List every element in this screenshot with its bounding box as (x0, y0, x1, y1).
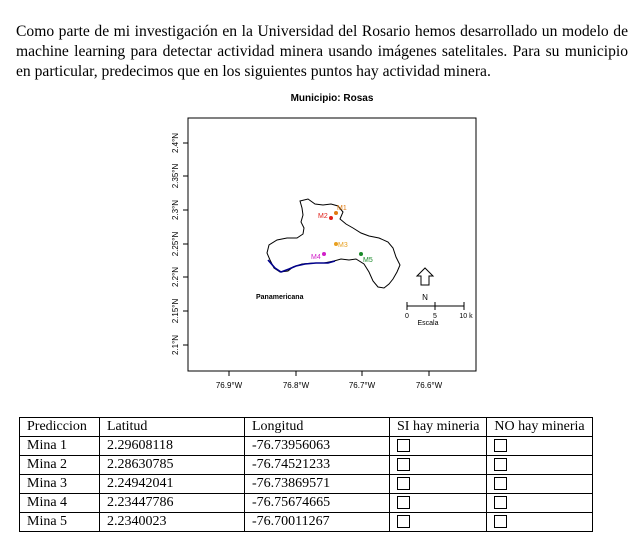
cell-lat: 2.23447786 (99, 493, 245, 513)
mine-label-m1: M1 (337, 205, 347, 212)
si-checkbox[interactable] (397, 515, 410, 529)
table-row: Mina 4 2.23447786 -76.75674665 (19, 493, 593, 513)
cell-lon: -76.75674665 (244, 493, 390, 513)
scale-tick: 0 (405, 313, 409, 320)
mine-points: M1 M2 M3 M4 M5 (311, 205, 373, 264)
cell-lat: 2.2340023 (99, 512, 245, 532)
north-arrow-icon (415, 267, 435, 286)
header-longitud: Longitud (244, 417, 390, 437)
cell-lon: -76.70011267 (244, 512, 390, 532)
cell-name: Mina 3 (19, 474, 100, 494)
road-label: Panamericana (256, 294, 304, 301)
map-figure: Municipio: Rosas 2.1°N 2.15°N 2.2°N 2.25… (150, 88, 490, 403)
north-label: N (422, 293, 428, 302)
mine-point-m2 (329, 216, 333, 220)
no-checkbox[interactable] (494, 458, 508, 472)
scale-label: Escala (417, 320, 438, 327)
header-no-mineria: NO hay mineria (486, 417, 593, 437)
table-row: Mina 5 2.2340023 -76.70011267 (19, 512, 593, 532)
y-tick-label: 2.25°N (171, 232, 180, 257)
mine-point-m3 (334, 242, 338, 246)
cell-name: Mina 1 (19, 436, 100, 456)
x-tick-label: 76.7°W (349, 381, 376, 390)
header-si-mineria: SI hay mineria (388, 417, 488, 437)
cell-name: Mina 4 (19, 493, 100, 513)
x-axis (228, 371, 430, 376)
cell-name: Mina 5 (19, 512, 100, 532)
y-tick-label: 2.2°N (171, 267, 180, 287)
scale-tick: 5 (433, 313, 437, 320)
header-prediccion: Prediccion (19, 417, 100, 437)
cell-lon: -76.73956063 (244, 436, 390, 456)
cell-lat: 2.29608118 (99, 436, 245, 456)
x-tick-label: 76.9°W (216, 381, 243, 390)
table-header-row: Prediccion Latitud Longitud SI hay miner… (19, 417, 593, 437)
table-row: Mina 2 2.28630785 -76.74521233 (19, 455, 593, 475)
si-checkbox[interactable] (397, 496, 410, 510)
table-row: Mina 1 2.29608118 -76.73956063 (19, 436, 593, 456)
y-axis (183, 142, 188, 346)
no-checkbox[interactable] (494, 477, 508, 491)
y-tick-label: 2.35°N (171, 164, 180, 189)
cell-name: Mina 2 (19, 455, 100, 475)
intro-paragraph: Como parte de mi investigación en la Uni… (16, 22, 628, 80)
y-tick-label: 2.15°N (171, 299, 180, 324)
scale-bar (406, 302, 465, 310)
y-tick-label: 2.3°N (171, 200, 180, 220)
x-tick-label: 76.8°W (283, 381, 310, 390)
no-checkbox[interactable] (494, 496, 508, 510)
header-latitud: Latitud (99, 417, 245, 437)
si-checkbox[interactable] (397, 439, 410, 453)
mine-point-m1 (334, 211, 338, 215)
si-checkbox[interactable] (397, 458, 410, 472)
mine-label-m5: M5 (363, 257, 373, 264)
mine-label-m3: M3 (338, 242, 348, 249)
table-row: Mina 3 2.24942041 -76.73869571 (19, 474, 593, 494)
mine-point-m5 (359, 252, 363, 256)
map-svg: Municipio: Rosas 2.1°N 2.15°N 2.2°N 2.25… (171, 93, 477, 390)
cell-lon: -76.74521233 (244, 455, 390, 475)
mine-point-m4 (322, 252, 326, 256)
map-frame (187, 117, 477, 372)
mine-label-m2: M2 (318, 213, 328, 220)
municipality-outline (266, 198, 401, 289)
mine-label-m4: M4 (311, 254, 321, 261)
map-title: Municipio: Rosas (291, 93, 374, 104)
cell-lat: 2.24942041 (99, 474, 245, 494)
x-tick-label: 76.6°W (416, 381, 443, 390)
panamericana-road (267, 259, 336, 273)
no-checkbox[interactable] (494, 515, 508, 529)
scale-tick: 10 k (459, 313, 473, 320)
y-tick-label: 2.1°N (171, 335, 180, 355)
cell-lat: 2.28630785 (99, 455, 245, 475)
no-checkbox[interactable] (494, 439, 508, 453)
cell-lon: -76.73869571 (244, 474, 390, 494)
y-tick-label: 2.4°N (171, 133, 180, 153)
prediction-table: Prediccion Latitud Longitud SI hay miner… (19, 417, 593, 532)
si-checkbox[interactable] (397, 477, 410, 491)
